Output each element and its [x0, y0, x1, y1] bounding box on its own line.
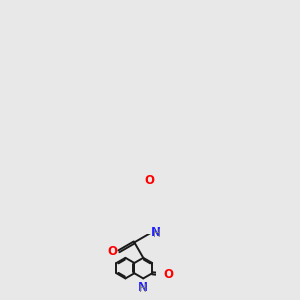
- Text: H: H: [140, 284, 147, 294]
- Text: N: N: [138, 280, 148, 294]
- Text: H: H: [153, 229, 161, 239]
- Text: O: O: [163, 268, 173, 281]
- Text: N: N: [151, 226, 161, 239]
- Text: O: O: [108, 245, 118, 258]
- Text: O: O: [145, 174, 155, 187]
